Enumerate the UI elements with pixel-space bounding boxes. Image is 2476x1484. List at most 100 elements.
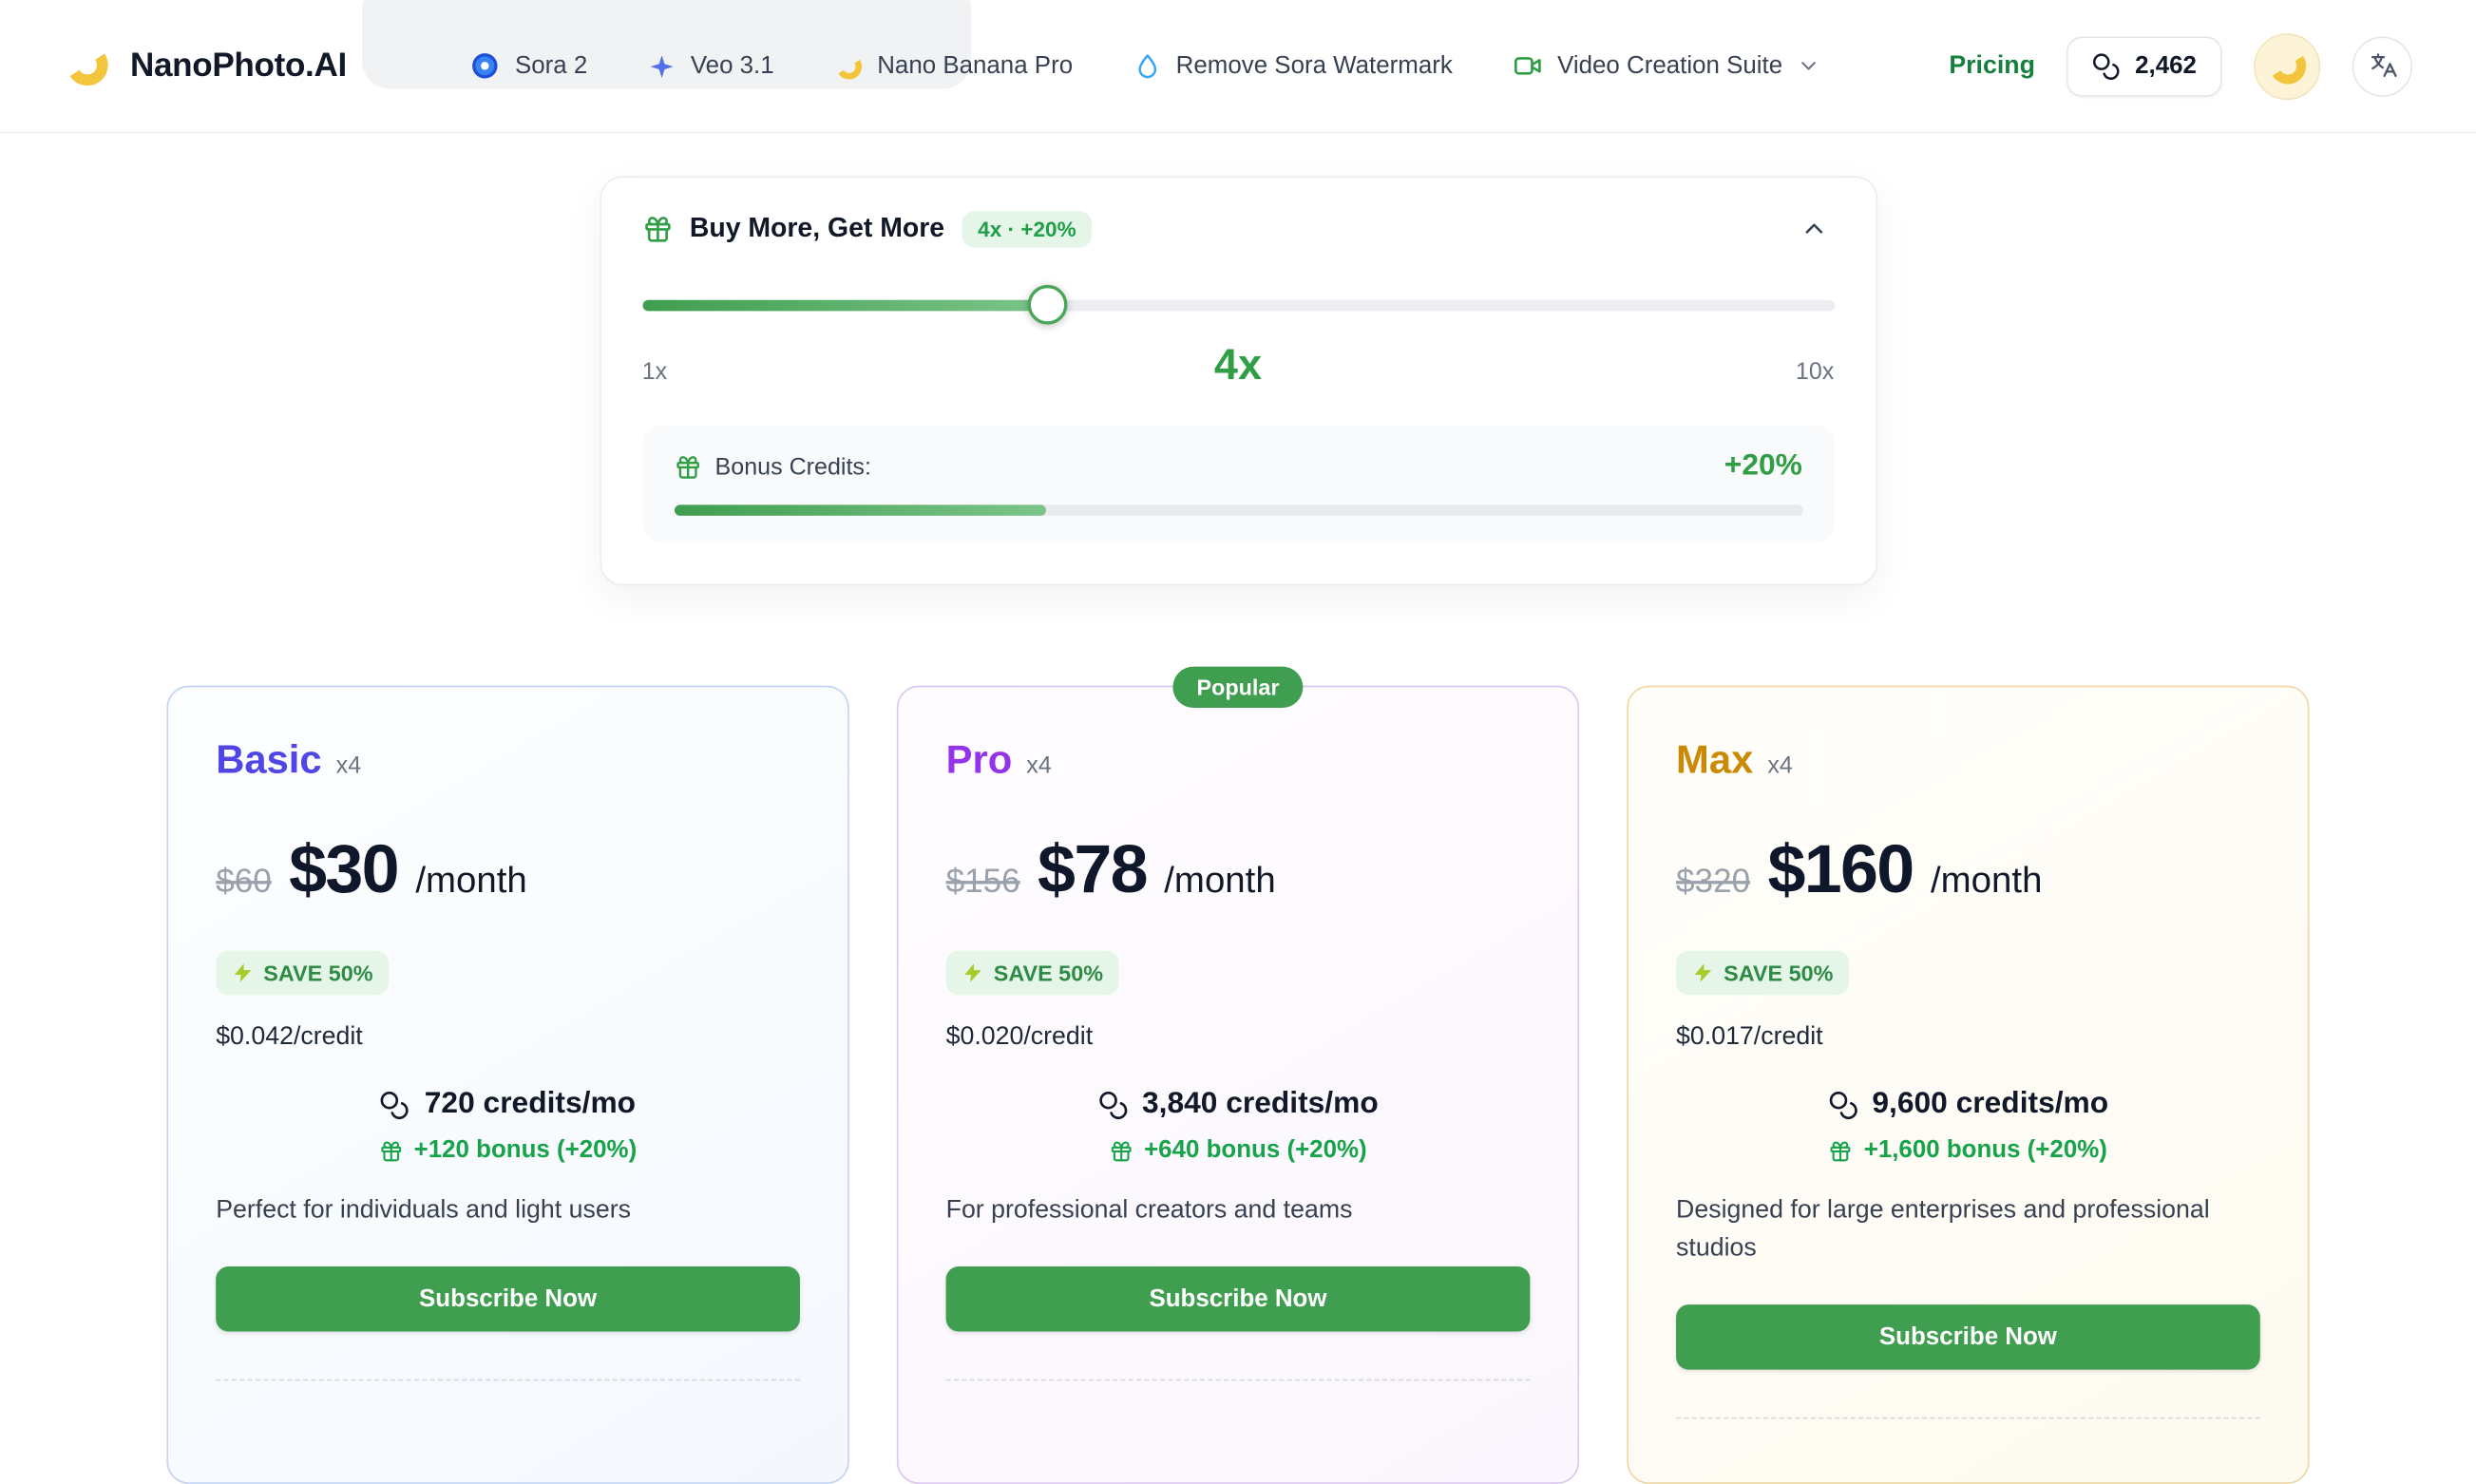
credit-booster-card: Buy More, Get More 4x · +20% 1x 4x 10x — [599, 176, 1877, 586]
slider-thumb[interactable] — [1027, 284, 1068, 325]
droplet-icon — [1133, 51, 1162, 80]
slider-fill — [641, 298, 1048, 311]
price-row: $60 $30 /month — [216, 831, 800, 909]
plan-card-basic: Basic x4 $60 $30 /month SAVE 50% $0.042/… — [166, 685, 849, 1484]
bonus-credits-line: +1,600 bonus (+20%) — [1676, 1136, 2260, 1165]
nav-item-video-creation-suite[interactable]: Video Creation Suite — [1513, 50, 1820, 81]
price-period: /month — [1930, 858, 2043, 901]
plan-divider — [216, 1379, 800, 1381]
old-price: $60 — [216, 863, 272, 901]
banana-icon — [834, 51, 863, 80]
save-badge: SAVE 50% — [1676, 950, 1850, 996]
nav-item-label: Sora 2 — [514, 51, 588, 79]
gift-icon — [674, 453, 700, 480]
save-badge-label: SAVE 50% — [1724, 960, 1834, 986]
coins-icon — [1097, 1090, 1128, 1120]
price-row: $156 $78 /month — [946, 831, 1531, 909]
price: $30 — [289, 831, 400, 908]
booster-header: Buy More, Get More 4x · +20% — [642, 208, 1835, 249]
plan-multiplier: x4 — [335, 752, 362, 780]
bonus-credits-value: +120 bonus (+20%) — [413, 1136, 638, 1164]
sparkle-icon — [648, 51, 676, 80]
coins-icon — [2092, 51, 2121, 80]
navbar-right: Pricing 2,462 — [1949, 32, 2413, 100]
bonus-credits-row: Bonus Credits: +20% — [674, 449, 1802, 485]
price-row: $320 $160 /month — [1676, 831, 2260, 909]
page: NanoPhoto.AI Sora 2 Veo 3.1 Nano Banana … — [0, 0, 2476, 1422]
gift-icon — [1109, 1139, 1133, 1163]
plan-description: Perfect for individuals and light users — [216, 1196, 631, 1224]
sora-icon — [470, 50, 501, 81]
subscribe-button[interactable]: Subscribe Now — [945, 1266, 1531, 1332]
credits-per-month: 720 credits/mo — [216, 1087, 800, 1122]
brand-name: NanoPhoto.AI — [129, 47, 347, 84]
nav-item-sora-2[interactable]: Sora 2 — [470, 50, 587, 81]
coins-icon — [380, 1090, 410, 1120]
plan-multiplier: x4 — [1767, 752, 1793, 780]
bonus-credits-value: +640 bonus (+20%) — [1144, 1136, 1367, 1164]
gift-icon — [1829, 1139, 1853, 1163]
chevron-down-icon — [1797, 54, 1820, 78]
nav-item-label: Remove Sora Watermark — [1175, 51, 1453, 79]
gift-icon — [379, 1139, 403, 1163]
slider-max-label: 10x — [1795, 358, 1835, 386]
bonus-credits-label: Bonus Credits: — [714, 452, 871, 481]
nav-item-pricing[interactable]: Pricing — [1949, 51, 2035, 79]
per-credit-price: $0.020/credit — [945, 1023, 1094, 1051]
save-badge-label: SAVE 50% — [993, 960, 1103, 986]
credits-balance-button[interactable]: 2,462 — [2067, 35, 2222, 97]
nav-item-label: Nano Banana Pro — [877, 51, 1074, 79]
plan-multiplier: x4 — [1026, 752, 1052, 780]
bonus-credits-line: +120 bonus (+20%) — [216, 1136, 800, 1165]
bonus-progress-fill — [674, 504, 1047, 516]
brand[interactable]: NanoPhoto.AI — [64, 42, 347, 89]
save-badge: SAVE 50% — [216, 950, 390, 996]
slider-track[interactable] — [641, 284, 1835, 325]
primary-nav: Sora 2 Veo 3.1 Nano Banana Pro Remove So… — [470, 50, 1820, 81]
user-avatar[interactable] — [2254, 32, 2321, 100]
subscribe-button[interactable]: Subscribe Now — [1676, 1304, 2260, 1370]
plan-divider — [945, 1379, 1531, 1381]
booster-multiplier-badge: 4x · +20% — [962, 210, 1093, 247]
credits-count: 2,462 — [2135, 51, 2197, 79]
language-button[interactable] — [2352, 35, 2413, 97]
save-badge-label: SAVE 50% — [263, 960, 373, 986]
slider-current-value: 4x — [1213, 341, 1263, 390]
plan-description: Designed for large enterprises and profe… — [1676, 1196, 2210, 1263]
plan-title-row: Pro x4 — [946, 738, 1531, 784]
plan-description: For professional creators and teams — [945, 1196, 1353, 1224]
popular-badge: Popular — [1172, 666, 1304, 709]
plan-title-row: Basic x4 — [216, 738, 800, 784]
bonus-credits-box: Bonus Credits: +20% — [641, 425, 1835, 543]
bonus-progress-track — [674, 504, 1802, 516]
per-credit-price: $0.017/credit — [1676, 1023, 1823, 1051]
slider-labels: 1x 4x 10x — [642, 341, 1835, 390]
plan-card-max: Max x4 $320 $160 /month SAVE 50% $0.017/… — [1627, 685, 2310, 1484]
nav-item-nano-banana-pro[interactable]: Nano Banana Pro — [834, 51, 1073, 80]
video-camera-icon — [1513, 50, 1543, 81]
plan-title-row: Max x4 — [1676, 738, 2260, 784]
credits-per-month-value: 720 credits/mo — [424, 1087, 637, 1121]
old-price: $320 — [1676, 863, 1751, 901]
credits-per-month: 9,600 credits/mo — [1676, 1087, 2260, 1122]
subscribe-button[interactable]: Subscribe Now — [216, 1266, 800, 1332]
nav-item-label: Veo 3.1 — [690, 51, 774, 79]
gift-icon — [642, 214, 673, 244]
plan-name: Basic — [216, 737, 322, 783]
nav-item-remove-sora-watermark[interactable]: Remove Sora Watermark — [1133, 51, 1453, 80]
bonus-credits-line: +640 bonus (+20%) — [946, 1136, 1531, 1165]
plan-card-pro: Popular Pro x4 $156 $78 /month SAVE 50% … — [896, 666, 1580, 1484]
plan-name: Max — [1676, 737, 1754, 783]
chevron-up-icon — [1800, 215, 1828, 243]
plan-name: Pro — [945, 737, 1013, 783]
bonus-credits-value: +20% — [1724, 448, 1802, 483]
credits-per-month-value: 9,600 credits/mo — [1872, 1087, 2109, 1121]
nav-item-veo-3-1[interactable]: Veo 3.1 — [648, 51, 774, 80]
navbar: NanoPhoto.AI Sora 2 Veo 3.1 Nano Banana … — [0, 0, 2476, 134]
old-price: $156 — [945, 863, 1020, 901]
collapse-button[interactable] — [1793, 208, 1834, 249]
plan-divider — [1676, 1417, 2260, 1419]
pricing-plans: Basic x4 $60 $30 /month SAVE 50% $0.042/… — [166, 666, 2310, 1484]
slider-min-label: 1x — [641, 358, 668, 386]
banana-logo-icon — [64, 42, 111, 89]
